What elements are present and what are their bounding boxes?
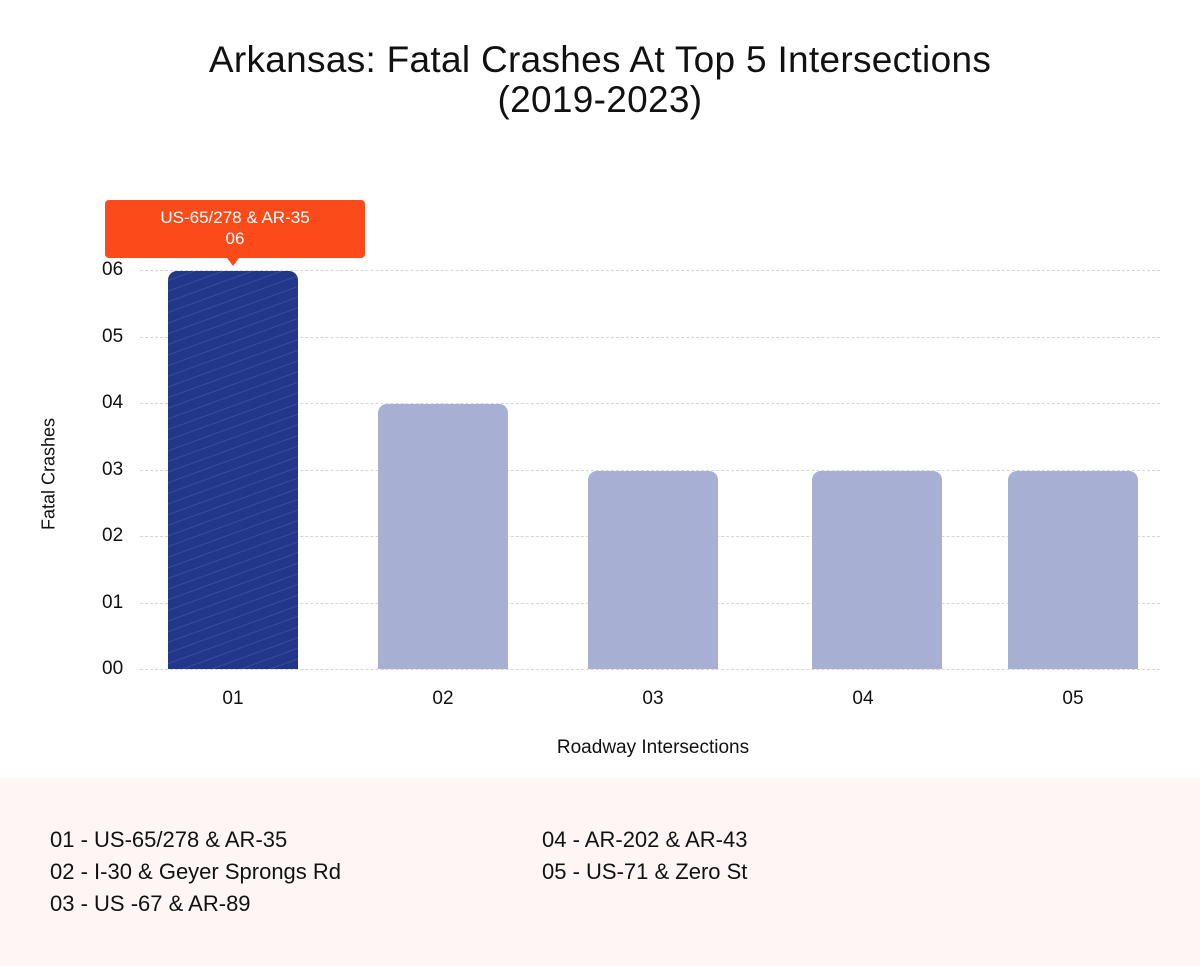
tooltip-label: US-65/278 & AR-35 (160, 208, 310, 227)
legend-item-04: 04 - AR-202 & AR-43 (542, 827, 748, 852)
y-tick-5: 05 (102, 326, 124, 347)
bar-02[interactable] (378, 404, 508, 669)
gridline-5 (140, 337, 1160, 338)
gridline-4 (140, 403, 1160, 404)
legend-panel: 01 - US-65/278 & AR-35 02 - I-30 & Geyer… (0, 778, 1200, 966)
legend-item-03: 03 - US -67 & AR-89 (50, 891, 251, 916)
x-axis-label: Roadway Intersections (556, 737, 750, 758)
gridline-6 (140, 270, 1160, 271)
legend-item-05: 05 - US-71 & Zero St (542, 859, 748, 884)
chart-title-line2: (2019-2023) (497, 79, 703, 120)
bar-tooltip: US-65/278 & AR-35 06 (105, 200, 365, 266)
x-tick-03: 03 (642, 688, 664, 709)
legend-column-left: 01 - US-65/278 & AR-35 02 - I-30 & Geyer… (50, 824, 341, 920)
x-tick-04: 04 (852, 688, 874, 709)
legend-column-right: 04 - AR-202 & AR-43 05 - US-71 & Zero St (542, 824, 747, 888)
gridline-0 (140, 669, 1160, 670)
plot-area: 00 01 02 03 04 05 06 Fatal Crashes 01 02… (38, 200, 1160, 758)
gridline-3 (140, 470, 1160, 471)
bar-05[interactable] (1008, 471, 1138, 669)
legend-item-01: 01 - US-65/278 & AR-35 (50, 827, 288, 852)
x-tick-05: 05 (1062, 688, 1084, 709)
y-tick-6: 06 (102, 259, 124, 280)
y-tick-1: 01 (102, 592, 124, 613)
x-tick-01: 01 (222, 688, 244, 709)
y-axis-label: Fatal Crashes (38, 417, 59, 531)
bar-01[interactable] (168, 271, 298, 669)
bar-03[interactable] (588, 471, 718, 669)
x-tick-02: 02 (432, 688, 454, 709)
legend-item-02: 02 - I-30 & Geyer Sprongs Rd (50, 859, 342, 884)
y-tick-0: 00 (102, 658, 124, 679)
chart-title-line1: Arkansas: Fatal Crashes At Top 5 Interse… (208, 39, 992, 80)
chart-title: Arkansas: Fatal Crashes At Top 5 Interse… (0, 40, 1200, 120)
y-tick-4: 04 (102, 392, 124, 413)
bar-04[interactable] (812, 471, 942, 669)
tooltip-value: 06 (225, 229, 245, 248)
y-tick-2: 02 (102, 525, 124, 546)
y-tick-3: 03 (102, 459, 124, 480)
